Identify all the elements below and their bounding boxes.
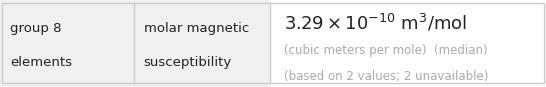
Text: (based on 2 values; 2 unavailable): (based on 2 values; 2 unavailable) <box>284 70 488 83</box>
Text: (cubic meters per mole)  (median): (cubic meters per mole) (median) <box>284 44 488 57</box>
Text: elements: elements <box>10 56 72 69</box>
Bar <box>270 0 546 87</box>
Bar <box>0 0 270 87</box>
Text: $3.29\times10^{-10}\ \mathregular{m}^{3}\mathregular{/mol}$: $3.29\times10^{-10}\ \mathregular{m}^{3}… <box>284 12 467 33</box>
Text: group 8: group 8 <box>10 22 61 35</box>
Text: molar magnetic: molar magnetic <box>144 22 249 35</box>
Text: susceptibility: susceptibility <box>144 56 232 69</box>
